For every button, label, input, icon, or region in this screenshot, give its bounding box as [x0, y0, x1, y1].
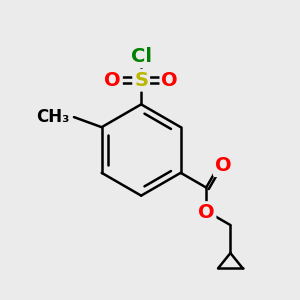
Text: Cl: Cl	[131, 47, 152, 66]
Text: O: O	[215, 156, 232, 175]
Text: CH₃: CH₃	[36, 108, 70, 126]
Text: O: O	[198, 203, 214, 222]
Text: O: O	[104, 71, 121, 90]
Text: S: S	[134, 71, 148, 90]
Text: O: O	[161, 71, 178, 90]
